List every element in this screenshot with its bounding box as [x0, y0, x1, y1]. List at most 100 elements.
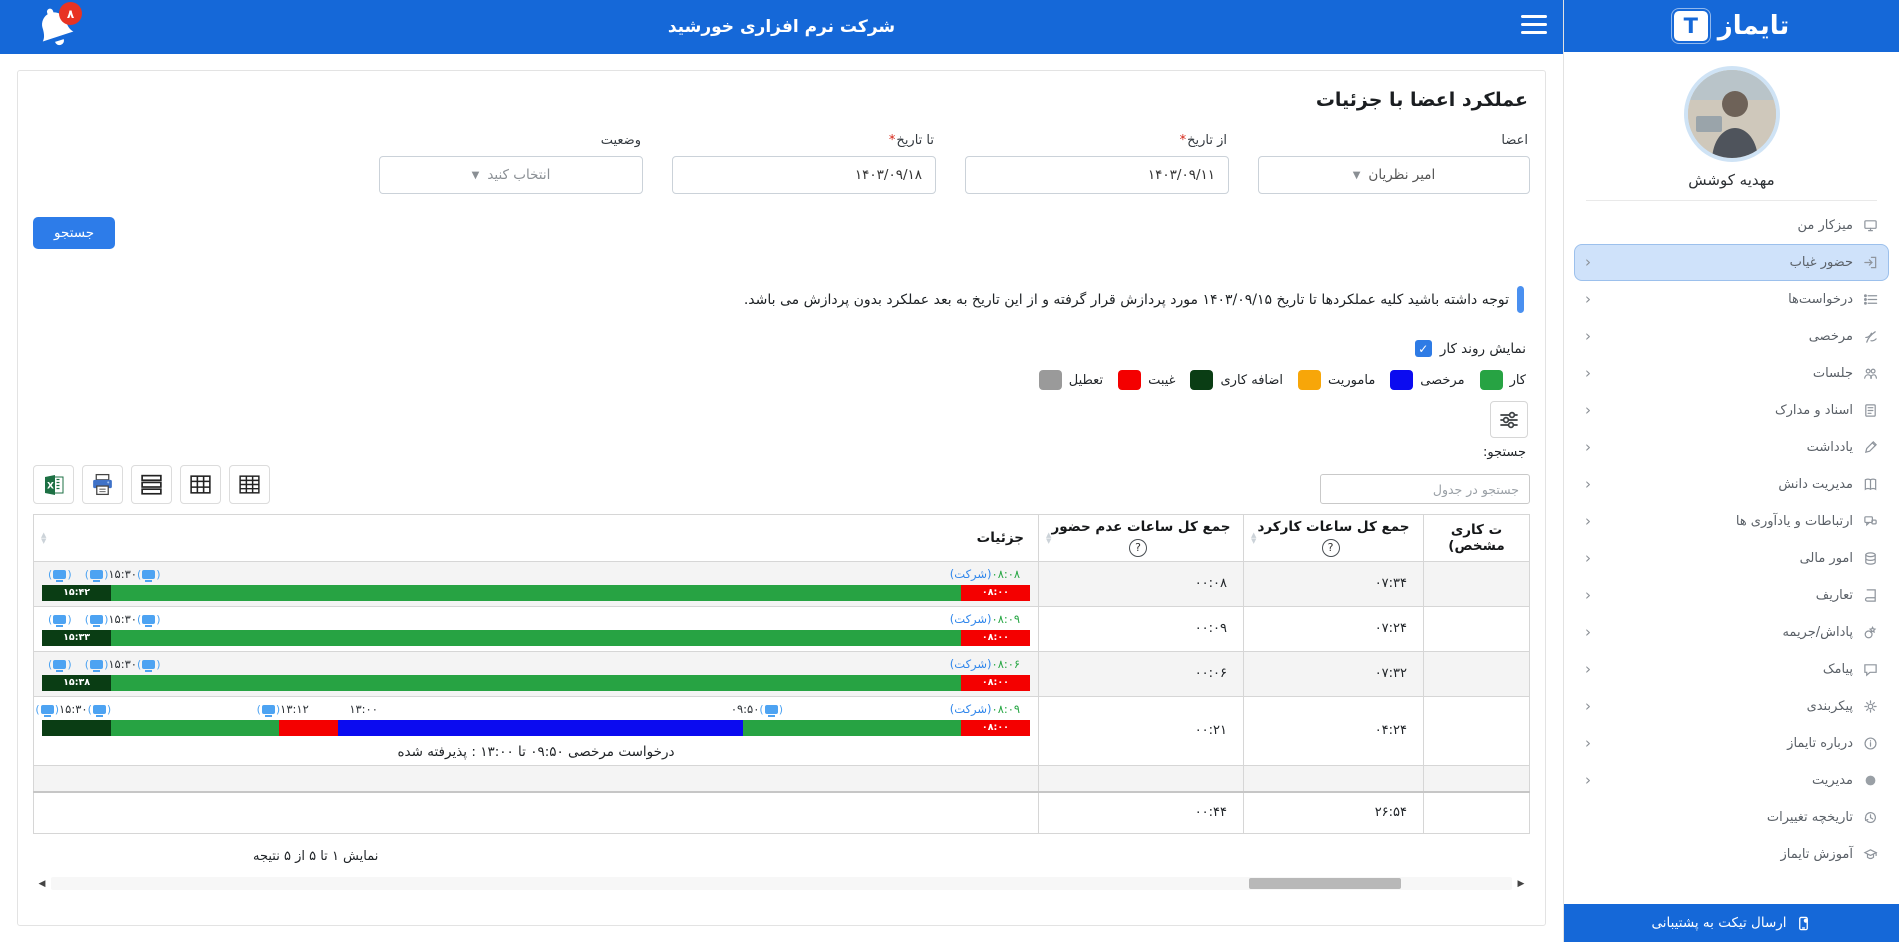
sidebar-item[interactable]: اسناد و مدارک ‹ [1574, 392, 1889, 429]
sidebar-item[interactable]: پیامک ‹ [1574, 651, 1889, 688]
monitor-icon [53, 614, 67, 627]
cell-details: ۰۸:۰۸(شرکت) ()۱۵:۳۰()() ۰۸:۰۰ ۱۵:۴۲ [33, 560, 1039, 607]
bar-time-label: ۱۵:۳۰ [58, 701, 88, 716]
from-date-input[interactable] [965, 156, 1229, 194]
sidebar-item-label: پیامک [1822, 662, 1853, 677]
sidebar-item[interactable]: مدیریت ‹ [1574, 762, 1889, 799]
bar-time-label: ۱۵:۳۰ [108, 611, 137, 626]
monitor-icon [142, 614, 156, 627]
leave-request-note: درخواست مرخصی ۰۹:۵۰ تا ۱۳:۰۰ : پذیرفته ش… [397, 743, 675, 760]
sidebar-item[interactable]: امور مالی ‹ [1574, 540, 1889, 577]
column-header-label: جزئیات [976, 529, 1024, 546]
sidebar-item[interactable]: درباره تایماز ‹ [1574, 725, 1889, 762]
trend-checkbox[interactable]: ✓ [1414, 340, 1432, 357]
sidebar-item[interactable]: پیکربندی ‹ [1574, 688, 1889, 725]
notice-banner: توجه داشته باشید کلیه عملکردها تا تاریخ … [33, 286, 1530, 313]
cell-total-absence-hours: ۰۰:۰۸ [1038, 560, 1244, 607]
legend-swatch [1479, 370, 1503, 390]
row-view-button[interactable] [131, 465, 172, 504]
sidebar-item[interactable]: جلسات ‹ [1574, 355, 1889, 392]
sidebar-item[interactable]: میزکار من [1574, 207, 1889, 244]
scrollbar-track[interactable] [51, 877, 1512, 890]
sidebar-body: مهدیه کوشش میزکار من حضور غیاب ‹ درخواست‌ها… [1564, 54, 1899, 904]
sidebar-item[interactable]: مدیریت دانش ‹ [1574, 466, 1889, 503]
search-button[interactable]: جستجو [33, 217, 116, 249]
sidebar-item-label: مدیریت [1812, 773, 1853, 788]
hamburger-menu-icon[interactable] [1521, 15, 1547, 39]
notifications-bell[interactable]: ۸ [26, 2, 82, 55]
avatar[interactable] [1683, 66, 1780, 162]
trend-toggle-row: نمایش روند کار ✓ [33, 340, 1530, 357]
sidebar-item[interactable]: حضور غیاب ‹ [1574, 244, 1889, 281]
bar-time-label: ۰۹:۵۰ [730, 701, 760, 716]
company-tag: (شرکت) [949, 566, 992, 581]
bar-segment-overtime: ۱۵:۳۳ [42, 629, 112, 646]
support-ticket-button[interactable]: ارسال تیکت به پشتیبانی [1564, 904, 1899, 942]
members-select[interactable]: امیر نظریان ▼ [1258, 156, 1530, 194]
table-dense-view-button[interactable] [229, 465, 270, 504]
monitor-icon [764, 704, 778, 717]
column-filter-button[interactable] [1490, 401, 1528, 438]
trend-label: نمایش روند کار [1439, 340, 1526, 357]
legend-label: کار [1509, 372, 1526, 388]
monitor-icon [90, 614, 104, 627]
sidebar-item[interactable]: تعاریف ‹ [1574, 577, 1889, 614]
bar-segment-work [111, 719, 280, 736]
sidebar-item[interactable]: تاریخچه تغییرات [1574, 799, 1889, 836]
sidebar-item[interactable]: درخواست‌ها ‹ [1574, 281, 1889, 318]
communication-icon [1862, 514, 1878, 530]
sidebar-item-label: پاداش/جریمه [1782, 625, 1853, 640]
sidebar-item-label: ارتباطات و یادآوری ها [1735, 514, 1853, 529]
monitor-icon [261, 704, 275, 717]
scrollbar-thumb[interactable] [1249, 878, 1402, 889]
legend-swatch [1190, 370, 1214, 390]
printer-icon [93, 473, 112, 496]
bar-time-label: ۰۸:۰۹ [991, 701, 1021, 716]
work-trend-bar: ۰۸:۰۹(شرکت) ()۱۵:۳۰()() ۰۸:۰۰ ۱۵:۳۳ [42, 612, 1030, 646]
note-icon [1862, 440, 1878, 456]
column-header[interactable]: جمع کل ساعات کارکرد? ▲ ▼ [1243, 514, 1424, 562]
column-header[interactable]: جمع کل ساعات عدم حضور? ▲ ▼ [1038, 514, 1244, 562]
company-tag: (شرکت) [949, 656, 992, 671]
column-header-label: ت کاری مشخص) [1448, 521, 1505, 554]
avatar-photo-placeholder [1687, 70, 1776, 158]
table-grid-icon [190, 475, 211, 494]
excel-export-button[interactable]: X [33, 465, 74, 504]
scroll-left-arrow[interactable]: ◀ [38, 878, 46, 889]
sidebar-item[interactable]: ارتباطات و یادآوری ها ‹ [1574, 503, 1889, 540]
totals-row: ۲۶:۵۴ ۰۰:۴۴ [33, 791, 1530, 834]
finance-icon [1862, 551, 1878, 567]
column-header[interactable]: جزئیات ▲ ▼ [33, 514, 1039, 562]
sidebar-item[interactable]: یادداشت ‹ [1574, 429, 1889, 466]
table-search-input[interactable] [1320, 474, 1530, 504]
sort-icon: ▲ ▼ [1046, 530, 1052, 545]
legend-label: ماموریت [1328, 372, 1376, 388]
legend-item: مرخصی [1390, 370, 1465, 390]
help-icon[interactable]: ? [1321, 538, 1340, 557]
scroll-right-arrow[interactable]: ▶ [1517, 878, 1525, 889]
bar-segment-absence: ۰۸:۰۰ [960, 674, 1030, 691]
status-label: وضعیت [600, 133, 641, 148]
monitor-icon [40, 704, 54, 717]
main-area: ۸ شرکت نرم افزاری خورشید عملکرد اعضا با … [0, 0, 1563, 926]
print-button[interactable] [82, 465, 123, 504]
status-select[interactable]: انتخاب کنید ▼ [379, 156, 643, 194]
chevron-left-icon: ‹ [1585, 623, 1591, 641]
requests-icon [1862, 292, 1878, 308]
chevron-left-icon: ‹ [1585, 512, 1591, 530]
sidebar-item[interactable]: آموزش تایماز [1574, 836, 1889, 873]
legend-item: تعطیل [1038, 370, 1103, 390]
to-date-input[interactable] [672, 156, 936, 194]
chevron-left-icon: ‹ [1585, 438, 1591, 456]
legend-label: غیبت [1148, 372, 1176, 388]
table-view-button[interactable] [180, 465, 221, 504]
history-icon [1862, 810, 1878, 826]
chevron-left-icon: ‹ [1585, 475, 1591, 493]
sidebar-item[interactable]: پاداش/جریمه ‹ [1574, 614, 1889, 651]
sidebar-logo[interactable]: تایماز T [1564, 0, 1899, 54]
chevron-left-icon: ‹ [1585, 697, 1591, 715]
sidebar-item[interactable]: مرخصی ‹ [1574, 318, 1889, 355]
bar-time-label: ۱۵:۳۰ [108, 656, 137, 671]
help-icon[interactable]: ? [1129, 538, 1147, 557]
monitor-icon [90, 569, 104, 582]
